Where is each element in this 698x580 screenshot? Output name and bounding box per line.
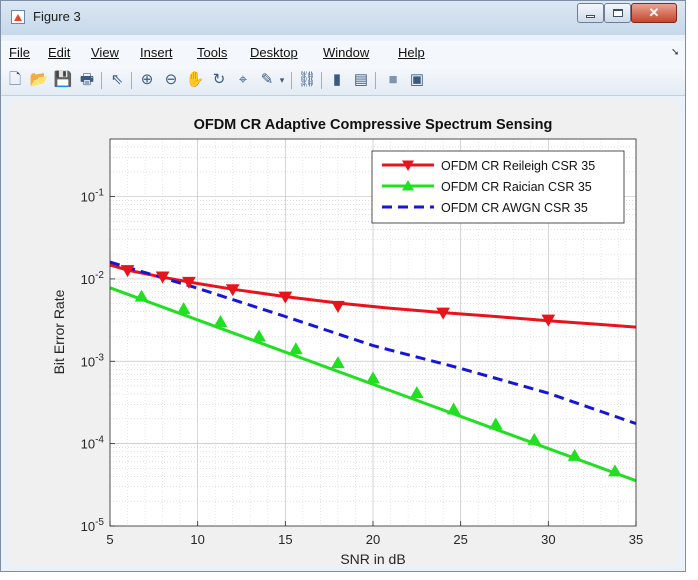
x-tick-label: 20 bbox=[366, 532, 380, 547]
data-point-marker bbox=[176, 302, 191, 315]
data-point-marker bbox=[155, 271, 170, 284]
print-icon[interactable]: 🖶 bbox=[79, 71, 95, 88]
y-axis-label: Bit Error Rate bbox=[51, 289, 67, 374]
x-tick-label: 25 bbox=[453, 532, 467, 547]
data-point-marker bbox=[567, 448, 582, 461]
menu-help[interactable]: Help bbox=[398, 45, 425, 60]
toolbar-separator bbox=[101, 72, 102, 89]
legend-label-0: OFDM CR Reileigh CSR 35 bbox=[441, 159, 595, 173]
menu-edit[interactable]: Edit bbox=[48, 45, 71, 60]
menu-insert[interactable]: Insert bbox=[140, 45, 173, 60]
menu-desktop[interactable]: Desktop bbox=[250, 45, 298, 60]
brush-dropdown-icon[interactable]: ▾ bbox=[279, 75, 285, 85]
brush-icon[interactable]: ✎ bbox=[260, 71, 274, 88]
x-tick-label: 35 bbox=[629, 532, 643, 547]
new-figure-icon[interactable]: 🗋 bbox=[8, 71, 22, 88]
data-point-marker bbox=[527, 432, 542, 445]
menu-view[interactable]: View bbox=[91, 45, 119, 60]
pointer-icon[interactable]: ⇖ bbox=[110, 71, 124, 88]
zoom-in-icon[interactable]: ⊕ bbox=[140, 71, 154, 88]
data-point-marker bbox=[446, 402, 461, 415]
y-tick-label: 10-3 bbox=[81, 352, 105, 369]
data-point-marker bbox=[409, 386, 424, 399]
minimize-button[interactable] bbox=[577, 3, 604, 23]
menu-bar: File Edit View Insert Tools Desktop Wind… bbox=[1, 41, 685, 65]
data-point-marker bbox=[541, 314, 556, 327]
data-point-marker bbox=[331, 300, 345, 313]
window-title: Figure 3 bbox=[33, 9, 81, 24]
x-tick-label: 30 bbox=[541, 532, 555, 547]
colorbar-icon[interactable]: ▮ bbox=[332, 71, 342, 88]
menu-window[interactable]: Window bbox=[323, 45, 370, 60]
data-point-marker bbox=[608, 464, 622, 477]
figure-toolbar: 🗋 📂 💾 🖶 ⇖ ⊕ ⊖ ✋ ↻ ⌖ ✎ ▾ ⛓ ▮ ▤ ■ ▣ bbox=[1, 65, 685, 96]
data-cursor-icon[interactable]: ⌖ bbox=[238, 71, 248, 88]
rotate-3d-icon[interactable]: ↻ bbox=[212, 71, 226, 88]
menu-overflow-icon[interactable]: ➘ bbox=[671, 47, 680, 58]
figure-canvas: 5 10 15 20 25 30 35 10-5 10-4 10-3 10-2 10-1 OFDM C… bbox=[9, 99, 677, 565]
data-point-marker bbox=[488, 417, 503, 430]
link-plot-icon[interactable]: ⛓ bbox=[297, 71, 317, 88]
data-point-marker bbox=[288, 342, 303, 355]
open-file-icon[interactable]: 📂 bbox=[29, 71, 49, 88]
x-tick-label: 15 bbox=[278, 532, 292, 547]
hide-plot-tools-icon[interactable]: ■ bbox=[388, 71, 398, 88]
x-tick-label: 5 bbox=[106, 532, 113, 547]
series-markers bbox=[120, 265, 622, 477]
legend-label-1: OFDM CR Raician CSR 35 bbox=[441, 180, 592, 194]
y-tick-label: 10-1 bbox=[81, 188, 105, 205]
data-point-marker bbox=[134, 289, 149, 302]
chart: 5 10 15 20 25 30 35 10-5 10-4 10-3 10-2 10-1 OFDM C… bbox=[51, 117, 644, 565]
toolbar-separator bbox=[131, 72, 132, 89]
legend-marker-1 bbox=[402, 180, 414, 191]
toolbar-separator bbox=[291, 72, 292, 89]
figure-window: Figure 3 ✕ File Edit View Insert Tools D… bbox=[0, 0, 686, 572]
data-point-marker bbox=[278, 291, 293, 304]
data-point-marker bbox=[225, 284, 240, 297]
data-point-marker bbox=[120, 265, 135, 278]
title-bar[interactable]: Figure 3 ✕ bbox=[1, 1, 685, 35]
data-point-marker bbox=[182, 276, 196, 289]
y-tick-label: 10-4 bbox=[81, 435, 105, 452]
toolbar-separator bbox=[375, 72, 376, 89]
matlab-figure-icon bbox=[11, 10, 25, 24]
legend-label-2: OFDM CR AWGN CSR 35 bbox=[441, 201, 588, 215]
axis-ticks: 5 10 15 20 25 30 35 10-5 10-4 10-3 10-2 10-1 bbox=[81, 188, 644, 547]
data-point-marker bbox=[366, 371, 380, 384]
data-point-marker bbox=[213, 314, 228, 327]
x-tick-label: 10 bbox=[190, 532, 204, 547]
pan-icon[interactable]: ✋ bbox=[185, 71, 205, 88]
menu-file[interactable]: File bbox=[9, 45, 30, 60]
series-line-1 bbox=[109, 286, 637, 483]
data-point-marker bbox=[436, 307, 450, 320]
legend-marker-0 bbox=[402, 160, 414, 171]
maximize-button[interactable] bbox=[604, 3, 631, 23]
save-icon[interactable]: 💾 bbox=[53, 71, 73, 88]
legend[interactable]: OFDM CR Reileigh CSR 35 OFDM CR Raician C… bbox=[371, 150, 625, 224]
chart-title: OFDM CR Adaptive Compressive Spectrum Se… bbox=[194, 117, 553, 133]
series-line-2 bbox=[109, 260, 637, 426]
toolbar-separator bbox=[321, 72, 322, 89]
zoom-out-icon[interactable]: ⊖ bbox=[164, 71, 178, 88]
x-axis-label: SNR in dB bbox=[340, 551, 405, 565]
y-tick-label: 10-2 bbox=[81, 270, 105, 287]
close-button[interactable]: ✕ bbox=[631, 3, 677, 23]
y-tick-label: 10-5 bbox=[81, 517, 105, 534]
data-point-marker bbox=[252, 329, 266, 342]
legend-icon[interactable]: ▤ bbox=[353, 71, 369, 88]
close-icon: ✕ bbox=[648, 5, 660, 20]
data-point-marker bbox=[331, 356, 345, 369]
menu-tools[interactable]: Tools bbox=[197, 45, 228, 60]
show-plot-tools-icon[interactable]: ▣ bbox=[409, 71, 425, 88]
